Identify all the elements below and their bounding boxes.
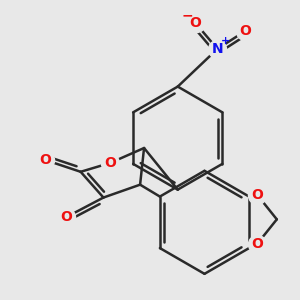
Text: −: − bbox=[182, 8, 194, 22]
Text: O: O bbox=[60, 210, 72, 224]
Text: O: O bbox=[190, 16, 202, 30]
Text: +: + bbox=[221, 36, 230, 46]
Text: N: N bbox=[212, 42, 223, 56]
Text: O: O bbox=[251, 237, 263, 251]
Text: O: O bbox=[39, 153, 51, 167]
Text: O: O bbox=[239, 24, 251, 38]
Text: O: O bbox=[104, 156, 116, 170]
Text: O: O bbox=[251, 188, 263, 202]
